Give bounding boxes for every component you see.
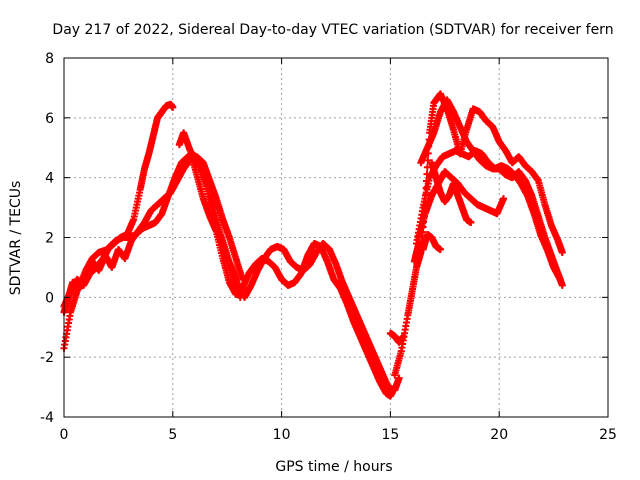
data-point bbox=[558, 281, 566, 289]
axes: 0 5 10 15 20 25 -4 -2 0 2 4 6 8 bbox=[40, 51, 617, 443]
x-tick-label: 5 bbox=[168, 427, 177, 443]
y-tick-label: -2 bbox=[40, 350, 54, 366]
series-1 bbox=[60, 100, 177, 352]
x-axis-label: GPS time / hours bbox=[275, 459, 392, 475]
series-6 bbox=[391, 90, 566, 379]
x-tick-label: 25 bbox=[599, 427, 617, 443]
y-tick-label: 6 bbox=[45, 111, 54, 127]
data-points bbox=[60, 90, 566, 400]
series-4 bbox=[175, 129, 399, 400]
data-point bbox=[169, 103, 177, 111]
data-point bbox=[436, 245, 444, 253]
data-point bbox=[399, 332, 407, 340]
x-tick-label: 15 bbox=[381, 427, 399, 443]
x-tick-label: 20 bbox=[490, 427, 508, 443]
y-tick-label: 8 bbox=[45, 51, 54, 67]
x-tick-label: 0 bbox=[60, 427, 69, 443]
series-11 bbox=[410, 231, 444, 265]
data-point bbox=[500, 195, 508, 203]
data-point bbox=[467, 219, 475, 227]
y-tick-label: 4 bbox=[45, 171, 54, 187]
gridlines bbox=[64, 58, 608, 417]
y-tick-label: 2 bbox=[45, 231, 54, 247]
y-tick-label: 0 bbox=[45, 290, 54, 306]
series-10 bbox=[428, 159, 475, 227]
series-5 bbox=[182, 150, 403, 394]
y-axis-label: SDTVAR / TECUs bbox=[8, 181, 24, 296]
series-12 bbox=[386, 329, 407, 346]
data-point bbox=[556, 275, 564, 283]
x-tick-label: 10 bbox=[273, 427, 291, 443]
y-tick-label: -4 bbox=[40, 410, 54, 426]
chart-title: Day 217 of 2022, Sidereal Day-to-day VTE… bbox=[52, 22, 613, 38]
data-point bbox=[558, 248, 566, 256]
data-point bbox=[395, 374, 403, 382]
